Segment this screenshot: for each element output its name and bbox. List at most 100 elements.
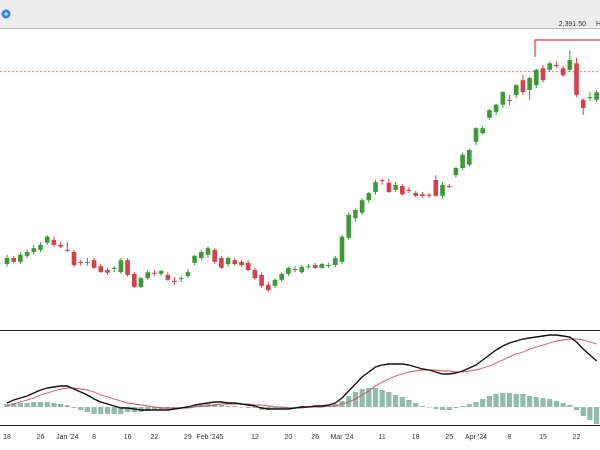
- histogram-bar: [486, 396, 492, 407]
- x-tick-label: Mar '24: [330, 434, 353, 441]
- x-tick-label: 12: [251, 434, 259, 441]
- candle-body: [71, 252, 77, 266]
- histogram-bar: [24, 403, 30, 407]
- x-tick-label: Feb '24: [196, 434, 219, 441]
- histogram-bar: [279, 407, 285, 409]
- histogram-bar: [218, 405, 224, 407]
- last-price-label: 2,391.50: [559, 21, 586, 28]
- drawing-annotation[interactable]: [534, 39, 600, 57]
- x-tick-label: 15: [539, 434, 547, 441]
- candle-body: [534, 69, 539, 86]
- candle-body: [319, 264, 325, 268]
- candle-body: [373, 182, 378, 192]
- candle-body: [560, 68, 566, 76]
- histogram-bar: [118, 407, 124, 414]
- histogram-bar: [547, 399, 553, 407]
- toolbar: [0, 0, 600, 28]
- histogram-bar: [11, 403, 17, 407]
- histogram-bar: [460, 406, 466, 407]
- candle-body: [480, 128, 485, 134]
- histogram-bar: [466, 404, 472, 407]
- histogram-bar: [540, 398, 546, 407]
- candle-body: [138, 278, 144, 287]
- histogram-bar: [225, 406, 231, 407]
- candle-body: [279, 273, 284, 280]
- candle-body: [353, 210, 358, 219]
- candle-body: [440, 184, 445, 196]
- x-tick-label: Apr '24: [465, 434, 487, 441]
- candle-body: [286, 267, 291, 274]
- histogram-bar: [17, 403, 23, 407]
- histogram-bar: [58, 404, 64, 407]
- histogram-bar: [379, 390, 385, 407]
- candle-body: [172, 280, 177, 282]
- candle-body: [493, 104, 499, 112]
- x-tick-label: 5: [219, 434, 223, 441]
- candle-body: [105, 270, 110, 273]
- candle-body: [245, 262, 251, 270]
- histogram-bar: [439, 407, 446, 410]
- histogram-bar: [326, 406, 332, 407]
- histogram-bar: [513, 394, 519, 407]
- histogram-bar: [252, 407, 258, 408]
- candle-body: [467, 150, 472, 165]
- histogram-bar: [399, 397, 405, 407]
- histogram-bar: [71, 407, 77, 408]
- histogram-bar: [567, 405, 573, 407]
- signal-line: [6, 338, 597, 409]
- candle-body: [567, 60, 573, 70]
- histogram-bar: [346, 396, 352, 407]
- x-tick-label: Jan '24: [56, 434, 78, 441]
- candle-body: [527, 78, 532, 90]
- candle-body: [339, 236, 345, 262]
- candle-body: [145, 272, 150, 279]
- candle-body: [98, 266, 104, 273]
- histogram-bar: [520, 394, 526, 407]
- histogram-bar: [573, 407, 580, 410]
- candle-body: [312, 265, 318, 268]
- candle-body: [346, 214, 351, 238]
- candle-body: [453, 168, 459, 176]
- candle-body: [51, 240, 57, 245]
- candle-body: [38, 244, 43, 250]
- histogram-bar: [386, 392, 392, 407]
- add-icon: +: [4, 10, 9, 19]
- histogram-bar: [212, 404, 218, 407]
- candle-body: [11, 258, 16, 262]
- candle-body: [379, 180, 385, 182]
- candle-body: [199, 252, 204, 258]
- candle-body: [185, 272, 191, 276]
- candle-body: [487, 110, 492, 118]
- candle-body: [65, 249, 70, 251]
- candle-body: [554, 64, 559, 66]
- histogram-bar: [446, 407, 452, 410]
- candle-body: [219, 258, 224, 268]
- histogram-bar: [285, 407, 291, 408]
- macd-line: [6, 334, 598, 411]
- x-tick-label: 18: [3, 434, 11, 441]
- x-tick-label: 26: [311, 434, 319, 441]
- candle-body: [326, 265, 331, 267]
- candle-body: [158, 271, 164, 274]
- candle-body: [292, 268, 298, 270]
- histogram-bar: [506, 393, 513, 407]
- histogram-bar: [372, 388, 379, 407]
- histogram-bar: [453, 407, 459, 408]
- histogram-bar: [594, 407, 600, 424]
- histogram-bar: [433, 407, 439, 409]
- candle-body: [306, 266, 311, 268]
- histogram-bar: [84, 407, 90, 412]
- candle-body: [520, 80, 526, 93]
- candle-body: [85, 261, 90, 263]
- histogram-bar: [171, 407, 178, 408]
- candle-body: [165, 274, 171, 280]
- candle-body: [393, 184, 398, 190]
- candle-body: [547, 63, 552, 70]
- candle-body: [132, 273, 137, 287]
- candle-body: [252, 270, 258, 279]
- candle-body: [513, 85, 519, 95]
- x-tick-label: 25: [445, 434, 453, 441]
- add-button[interactable]: [1, 9, 11, 19]
- candle-body: [18, 254, 23, 262]
- candle-body: [31, 248, 37, 252]
